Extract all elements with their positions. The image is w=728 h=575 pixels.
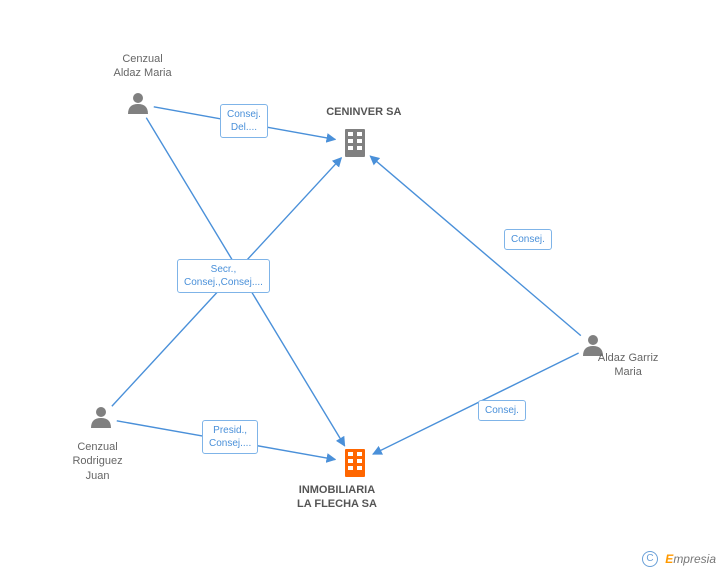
building-icon[interactable]: [345, 129, 365, 157]
edge: [373, 353, 579, 454]
edge-label: Consej. Del....: [220, 104, 268, 138]
brand-logo: C Empresia: [642, 551, 716, 567]
edge-label: Secr., Consej.,Consej....: [177, 259, 270, 293]
edge-label: Consej.: [478, 400, 526, 421]
person-icon[interactable]: [91, 407, 111, 428]
copyright-icon: C: [642, 551, 658, 567]
edge-label: Consej.: [504, 229, 552, 250]
node-label: CENINVER SA: [326, 105, 401, 119]
node-label: Aldaz Garriz Maria: [598, 351, 659, 380]
building-icon[interactable]: [345, 449, 365, 477]
brand-rest: mpresia: [673, 552, 716, 566]
person-icon[interactable]: [128, 93, 148, 114]
node-label: INMOBILIARIA LA FLECHA SA: [297, 483, 377, 512]
node-label: Cenzual Rodriguez Juan: [72, 440, 122, 483]
edge-label: Presid., Consej....: [202, 420, 258, 454]
node-label: Cenzual Aldaz Maria: [113, 52, 171, 81]
